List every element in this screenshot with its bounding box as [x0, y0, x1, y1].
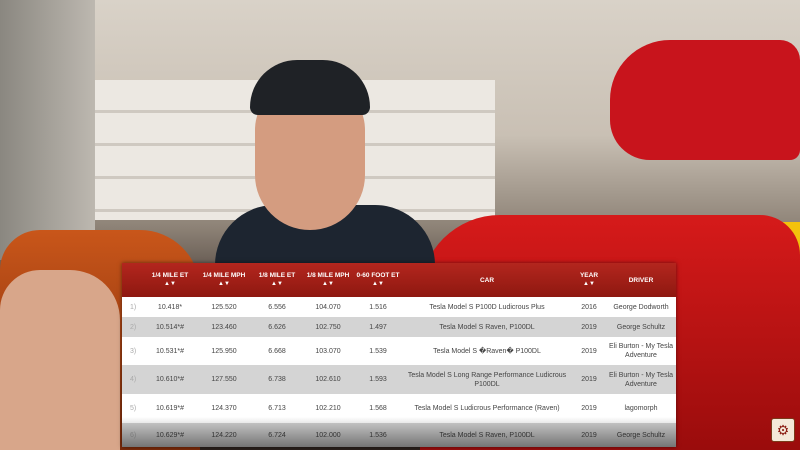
header-label: 1/4 MILE ET — [151, 272, 189, 279]
cell-rank: 3) — [130, 347, 137, 355]
cell-eighth-mph: 102.750 — [315, 323, 341, 331]
red-car-on-lift — [610, 40, 800, 160]
sort-arrows-icon[interactable]: ▲▼ — [218, 281, 230, 287]
table-row: 2) 10.514*# 123.460 6.626 102.750 1.497 Tesla … — [122, 317, 676, 337]
sort-arrows-icon[interactable]: ▲▼ — [372, 281, 384, 287]
cell-eighth-mph: 102.000 — [302, 423, 354, 447]
header-label: 0-60 FOOT ET — [356, 272, 400, 279]
cell-year: 2016 — [581, 303, 597, 311]
header-label: 1/4 MILE MPH — [202, 272, 246, 279]
cell-quarter-mph: 124.220 — [196, 423, 252, 447]
cell-year: 2019 — [581, 376, 597, 383]
cell-quarter-mph: 127.550 — [211, 376, 237, 383]
table-header-row: 1/4 MILE ET ▲▼ 1/4 MILE MPH ▲▼ 1/8 MILE ET… — [122, 263, 676, 297]
cell-foot60: 1.568 — [369, 405, 387, 412]
header-quarter-mile-mph[interactable]: 1/4 MILE MPH ▲▼ — [196, 263, 252, 297]
cell-rank: 1) — [130, 303, 137, 311]
cell-quarter-mph: 125.520 — [211, 303, 237, 311]
cell-car: Tesla Model S Raven, P100DL — [402, 423, 572, 447]
presenter-cap — [250, 60, 370, 115]
cell-eighth-et: 6.724 — [252, 423, 302, 447]
header-rank — [122, 263, 144, 297]
cell-quarter-et: 10.629*# — [144, 423, 196, 447]
sort-arrows-icon[interactable]: ▲▼ — [271, 281, 283, 287]
header-eighth-mile-mph[interactable]: 1/8 MILE MPH ▲▼ — [302, 263, 354, 297]
cell-quarter-et: 10.531*# — [155, 347, 185, 355]
cell-rank: 5) — [130, 405, 137, 412]
cell-quarter-et: 10.610*# — [155, 376, 185, 383]
cell-rank: 4) — [130, 376, 137, 383]
table-row: 6)10.629*#124.2206.724102.0001.536Tesla … — [122, 423, 676, 447]
cell-foot60: 1.536 — [354, 423, 402, 447]
cell-eighth-et: 6.556 — [268, 303, 286, 311]
cell-rank: 6) — [122, 423, 144, 447]
cell-car: Tesla Model S Ludicrous Performance (Rav… — [414, 405, 560, 412]
header-driver: DRIVER — [628, 276, 654, 284]
cell-eighth-mph: 104.070 — [315, 303, 341, 311]
header-label: YEAR — [579, 272, 599, 279]
sort-arrows-icon[interactable]: ▲▼ — [583, 281, 595, 287]
cell-eighth-mph: 103.070 — [315, 347, 341, 355]
table-row: 5) 10.619*# 124.370 6.713 102.210 1.568 Tesla … — [122, 394, 676, 423]
cell-car: Tesla Model S Raven, P100DL — [439, 323, 535, 331]
cell-year: 2019 — [572, 423, 606, 447]
cell-eighth-et: 6.738 — [268, 376, 286, 383]
cell-quarter-mph: 124.370 — [211, 405, 237, 412]
table-row: 3) 10.531*# 125.950 6.668 103.070 1.539 Tesla … — [122, 337, 676, 365]
header-car: CAR — [479, 276, 495, 284]
cell-eighth-mph: 102.610 — [315, 376, 341, 383]
presenter — [215, 60, 435, 275]
wheel-logo-icon: ⚙ — [771, 418, 795, 442]
drag-times-table: 1/4 MILE ET ▲▼ 1/4 MILE MPH ▲▼ 1/8 MILE ET… — [122, 263, 676, 447]
cell-quarter-mph: 123.460 — [211, 323, 237, 331]
presenter-hand — [0, 270, 120, 450]
cell-eighth-et: 6.626 — [268, 323, 286, 331]
table-row: 1) 10.418* 125.520 6.556 104.070 1.516 Tesla M… — [122, 297, 676, 317]
cell-driver: lagomorph — [624, 405, 658, 412]
sort-arrows-icon[interactable]: ▲▼ — [322, 281, 334, 287]
cell-eighth-et: 6.668 — [268, 347, 286, 355]
cell-driver: George Schultz — [606, 423, 676, 447]
cell-foot60: 1.593 — [369, 376, 387, 383]
table-row: 4) 10.610*# 127.550 6.738 102.610 1.593 Tesla … — [122, 365, 676, 394]
header-label: 1/8 MILE MPH — [306, 272, 350, 279]
header-year[interactable]: YEAR ▲▼ — [572, 263, 606, 297]
cell-year: 2019 — [581, 405, 597, 412]
cell-foot60: 1.539 — [369, 347, 387, 355]
cell-eighth-et: 6.713 — [268, 405, 286, 412]
cell-quarter-et: 10.514*# — [155, 323, 185, 331]
header-60-foot-et[interactable]: 0-60 FOOT ET ▲▼ — [354, 263, 402, 297]
header-quarter-mile-et[interactable]: 1/4 MILE ET ▲▼ — [144, 263, 196, 297]
cell-year: 2019 — [581, 347, 597, 355]
cell-quarter-et: 10.619*# — [155, 405, 185, 412]
cell-foot60: 1.516 — [369, 303, 387, 311]
garage-wall — [0, 0, 95, 260]
cell-quarter-mph: 125.950 — [211, 347, 237, 355]
cell-rank: 2) — [130, 323, 137, 331]
video-vignette — [122, 417, 676, 447]
cell-car: Tesla Model S P100D Ludicrous Plus — [429, 303, 545, 311]
header-eighth-mile-et[interactable]: 1/8 MILE ET ▲▼ — [252, 263, 302, 297]
cell-driver: Eli Burton - My Tesla Adventure — [608, 343, 674, 359]
header-label: 1/8 MILE ET — [258, 272, 296, 279]
cell-driver: Eli Burton - My Tesla Adventure — [608, 371, 674, 388]
cell-quarter-et: 10.418* — [157, 303, 183, 311]
cell-foot60: 1.497 — [369, 323, 387, 331]
cell-eighth-mph: 102.210 — [315, 405, 341, 412]
cell-car: Tesla Model S �Raven� P100DL — [433, 347, 541, 355]
cell-car: Tesla Model S Long Range Performance Lud… — [407, 371, 567, 388]
cell-driver: George Schultz — [616, 323, 666, 331]
cell-year: 2019 — [581, 323, 597, 331]
cell-driver: George Dodworth — [613, 303, 669, 311]
sort-arrows-icon[interactable]: ▲▼ — [164, 281, 176, 287]
